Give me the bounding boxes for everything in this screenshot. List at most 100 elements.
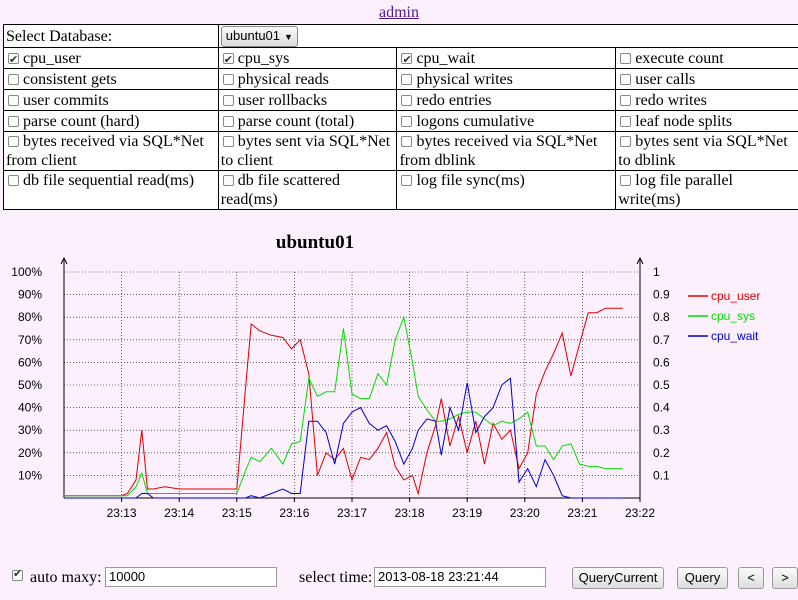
metric-option: log file parallel write(ms) bbox=[615, 170, 798, 210]
metric-label: redo entries bbox=[416, 91, 492, 109]
metric-option: cpu_user bbox=[3, 47, 219, 69]
metric-label: log file sync(ms) bbox=[416, 172, 525, 189]
y-axis-right-arrow-icon bbox=[636, 256, 644, 265]
metric-label: physical writes bbox=[416, 70, 513, 88]
x-tick-label: 23:20 bbox=[510, 506, 540, 520]
prev-button[interactable]: < bbox=[738, 567, 764, 589]
metric-option: logons cumulative bbox=[396, 110, 617, 132]
metric-checkbox[interactable] bbox=[620, 115, 632, 127]
metric-option: consistent gets bbox=[3, 68, 219, 90]
auto-maxy-input[interactable]: 10000 bbox=[105, 567, 277, 587]
metric-label: db file sequential read(ms) bbox=[23, 172, 195, 189]
metric-checkbox[interactable] bbox=[620, 136, 632, 147]
metric-label: logons cumulative bbox=[416, 112, 535, 130]
metric-checkbox[interactable] bbox=[401, 115, 413, 127]
metric-option: bytes sent via SQL*Net to client bbox=[217, 131, 398, 171]
metric-label: leaf node splits bbox=[635, 112, 733, 130]
metric-checkbox[interactable] bbox=[620, 175, 632, 186]
y-right-tick-label: 0.8 bbox=[653, 310, 670, 324]
y-right-tick-label: 0.6 bbox=[653, 355, 670, 369]
chart-title: ubuntu01 bbox=[276, 232, 354, 253]
metric-label: execute count bbox=[635, 49, 724, 67]
metric-option: redo writes bbox=[615, 89, 798, 111]
metric-option: physical writes bbox=[396, 68, 617, 90]
legend-label-cpu_wait: cpu_wait bbox=[711, 329, 759, 343]
metric-option: parse count (total) bbox=[217, 110, 398, 132]
metric-checkbox[interactable] bbox=[222, 136, 234, 147]
database-select[interactable]: ubuntu01 ▼ bbox=[220, 26, 298, 47]
x-tick-label: 23:21 bbox=[567, 506, 597, 520]
metric-label: bytes received via SQL*Net from client bbox=[6, 133, 204, 169]
metric-label: parse count (hard) bbox=[23, 112, 140, 130]
metric-checkbox[interactable] bbox=[401, 73, 413, 85]
metric-checkbox[interactable] bbox=[401, 136, 413, 147]
database-select-value: ubuntu01 bbox=[225, 28, 281, 43]
legend-label-cpu_sys: cpu_sys bbox=[711, 309, 755, 323]
metric-option: user rollbacks bbox=[217, 89, 398, 111]
metric-option: parse count (hard) bbox=[3, 110, 219, 132]
y-right-tick-label: 1 bbox=[653, 265, 660, 279]
metric-checkbox[interactable] bbox=[222, 73, 234, 85]
metric-option: user calls bbox=[615, 68, 798, 90]
metric-label: cpu_sys bbox=[237, 49, 290, 67]
y-left-tick-label: 10% bbox=[18, 468, 42, 482]
metric-checkbox[interactable] bbox=[401, 175, 413, 186]
next-button[interactable]: > bbox=[772, 567, 798, 589]
metric-checkbox[interactable] bbox=[8, 50, 19, 68]
metric-label: redo writes bbox=[635, 91, 707, 109]
metric-checkbox[interactable] bbox=[8, 175, 19, 186]
metric-checkbox[interactable] bbox=[620, 94, 632, 106]
metric-label: log file parallel write(ms) bbox=[618, 172, 733, 208]
y-right-tick-label: 0.5 bbox=[653, 378, 670, 392]
metric-option: db file sequential read(ms) bbox=[3, 170, 219, 210]
metric-label: user rollbacks bbox=[237, 91, 328, 109]
metric-checkbox[interactable] bbox=[8, 73, 19, 85]
metric-checkbox[interactable] bbox=[620, 52, 632, 64]
y-right-tick-label: 0.4 bbox=[653, 401, 670, 415]
metric-checkbox[interactable] bbox=[401, 94, 413, 106]
select-time-input[interactable]: 2013-08-18 23:21:44 bbox=[374, 567, 546, 587]
x-tick-label: 23:22 bbox=[625, 506, 655, 520]
y-left-tick-label: 30% bbox=[18, 423, 42, 437]
metric-checkbox[interactable] bbox=[8, 94, 19, 106]
metric-option: execute count bbox=[615, 47, 798, 69]
metric-option: cpu_sys bbox=[217, 47, 398, 69]
metric-checkbox[interactable] bbox=[8, 136, 19, 147]
metric-checkbox[interactable] bbox=[620, 73, 632, 85]
metric-label: parse count (total) bbox=[237, 112, 355, 130]
metric-label: physical reads bbox=[237, 70, 329, 88]
y-left-tick-label: 40% bbox=[18, 401, 42, 415]
metric-label: bytes sent via SQL*Net to dblink bbox=[618, 133, 788, 169]
metric-checkbox[interactable] bbox=[401, 50, 413, 68]
y-right-tick-label: 0.3 bbox=[653, 423, 670, 437]
metric-options-table: Select Database: ubuntu01▼ cpu_user cpu_s… bbox=[3, 24, 798, 210]
y-right-tick-label: 0.7 bbox=[653, 333, 670, 347]
metric-option: bytes received via SQL*Net from dblink bbox=[396, 131, 617, 171]
query-current-button[interactable]: QueryCurrent bbox=[572, 567, 664, 589]
metric-checkbox[interactable] bbox=[8, 115, 19, 127]
metrics-chart: ubuntu01 10% 20% 30% 40% 50% 60% 70% 80% 90% 100% 0… bbox=[11, 232, 760, 520]
metric-option: user commits bbox=[3, 89, 219, 111]
y-left-tick-label: 50% bbox=[18, 378, 42, 392]
metric-checkbox[interactable] bbox=[222, 94, 234, 106]
metric-checkbox[interactable] bbox=[222, 115, 234, 127]
metric-label: consistent gets bbox=[23, 70, 117, 88]
metric-label: bytes sent via SQL*Net to client bbox=[220, 133, 391, 169]
y-right-tick-label: 0.1 bbox=[653, 468, 670, 482]
y-left-tick-label: 70% bbox=[18, 333, 42, 347]
x-tick-label: 23:16 bbox=[279, 506, 309, 520]
query-button[interactable]: Query bbox=[677, 567, 728, 589]
y-left-tick-label: 60% bbox=[18, 355, 42, 369]
metric-checkbox[interactable] bbox=[222, 175, 234, 186]
admin-link[interactable]: admin bbox=[379, 4, 419, 21]
y-left-tick-label: 100% bbox=[11, 265, 42, 279]
y-right-tick-label: 0.9 bbox=[653, 288, 670, 302]
metric-option: leaf node splits bbox=[615, 110, 798, 132]
metric-option: redo entries bbox=[396, 89, 617, 111]
metric-option: cpu_wait bbox=[396, 47, 617, 69]
metric-option: db file scattered read(ms) bbox=[217, 170, 398, 210]
auto-maxy-checkbox[interactable] bbox=[12, 567, 23, 581]
x-tick-label: 23:13 bbox=[107, 506, 137, 520]
metric-checkbox[interactable] bbox=[222, 50, 234, 68]
series-line-cpu_sys bbox=[64, 315, 623, 497]
